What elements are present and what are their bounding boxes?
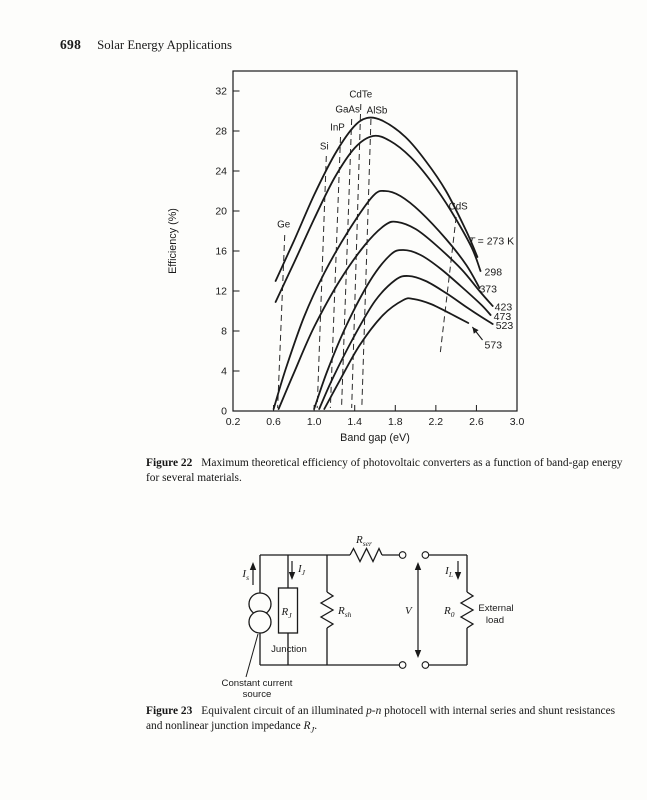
figure23-caption-label: Figure 23	[146, 705, 193, 717]
figure23-caption-text: Equivalent circuit of an illuminated	[201, 705, 367, 717]
figure22-chart: 0.2 0.6 1.0 1.4 1.8 2.2 2.6 3.0 0 4 8 12 16 20 24 28 32 B…	[167, 70, 525, 444]
curve-label-423-k: 423	[495, 302, 513, 314]
material-label-si: Si	[320, 142, 329, 153]
resistor-shunt	[319, 591, 335, 629]
figure23-caption-text2: photocell with internal series and shunt…	[146, 705, 616, 732]
material-line-alsb	[361, 118, 372, 409]
material-label-inp: InP	[330, 123, 345, 134]
label-constant-current: Constant current	[222, 678, 293, 689]
label-v: V	[405, 605, 413, 617]
material-label-cds: CdS	[449, 202, 469, 213]
current-source-circle-bottom	[248, 610, 272, 634]
label-ij: IJ	[297, 563, 306, 577]
x-tick-label-1.4: 1.4	[347, 416, 362, 428]
material-label-alsb: AlSb	[367, 106, 388, 117]
material-line-si	[316, 155, 327, 409]
curve-523-k	[318, 275, 494, 410]
y-tick-label-12: 12	[215, 286, 227, 298]
curve-273-k	[274, 116, 479, 282]
resistor-external-load	[459, 591, 475, 629]
current-arrow-il	[454, 561, 462, 580]
label-il: IL	[444, 565, 453, 579]
y-tick-label-28: 28	[215, 126, 227, 138]
curve-423-k	[277, 220, 494, 410]
label-junction: Junction	[271, 644, 307, 655]
material-label-cdte: CdTe	[349, 90, 372, 101]
page-header: 698 Solar Energy Applications	[60, 36, 232, 54]
figure23-circuit: Is IJ RJ Junction Rsh Rser V IL R0 Exter…	[222, 534, 514, 700]
curve-label-arrowhead-573-k	[472, 327, 479, 334]
material-line-gaas	[341, 118, 353, 409]
plot-frame	[232, 70, 518, 412]
y-axis-title: Efficiency (%)	[167, 208, 179, 274]
x-tick-label-2.2: 2.2	[429, 416, 444, 428]
y-tick-label-4: 4	[221, 366, 227, 378]
curve-573-k	[323, 297, 470, 410]
voltage-arrow	[414, 562, 422, 658]
curve-label-473-k: 473	[494, 311, 512, 323]
curve-label-523-k: 523	[496, 320, 514, 332]
terminal-top-left	[398, 551, 407, 559]
figure23-caption: Figure 23 Equivalent circuit of an illumi…	[146, 704, 624, 737]
x-axis-title: Band gap (eV)	[340, 432, 410, 444]
curve-473-k	[313, 249, 492, 410]
figure23-caption-rj-base: R	[303, 719, 311, 732]
figure23-caption-pn: p-n	[366, 705, 382, 717]
current-arrow-ij	[288, 561, 296, 580]
curve-373-k	[272, 189, 481, 410]
curve-label-298-k: 298	[485, 267, 503, 279]
x-tick-label-1.8: 1.8	[388, 416, 403, 428]
x-tick-label-1: 1.0	[307, 416, 322, 428]
label-load: load	[486, 615, 504, 626]
curve-label-273-k: T = 273 K	[468, 236, 514, 248]
terminal-top-right	[421, 551, 430, 559]
curve-label-373-k: 373	[479, 284, 497, 296]
y-tick-label-16: 16	[215, 246, 227, 258]
x-tick-label-0.6: 0.6	[266, 416, 281, 428]
y-tick-label-20: 20	[215, 206, 227, 218]
y-tick-label-0: 0	[221, 406, 227, 418]
figure23-caption-rj-sub: J	[310, 724, 315, 735]
figure22-caption: Figure 22 Maximum theoretical efficiency …	[146, 456, 624, 486]
material-line-inp	[329, 136, 342, 409]
material-label-gaas: GaAs	[335, 105, 360, 116]
figure23-caption-period: .	[314, 719, 318, 732]
x-tick-label-0.2: 0.2	[226, 416, 241, 428]
curve-298-k	[274, 134, 482, 303]
junction-impedance-box	[277, 587, 299, 634]
material-line-ge	[277, 234, 286, 409]
label-rj: RJ	[281, 606, 293, 620]
figure22-caption-label: Figure 22	[146, 457, 193, 469]
material-line-cds	[439, 216, 457, 357]
label-r0: R0	[443, 605, 455, 619]
page-number: 698	[60, 37, 82, 52]
resistor-series	[349, 546, 383, 564]
label-is: Is	[241, 568, 249, 582]
figure22-caption-text: Maximum theoretical efficiency of photov…	[146, 457, 623, 484]
y-tick-label-24: 24	[215, 166, 227, 178]
label-rsh: Rsh	[337, 605, 352, 619]
x-tick-label-2.6: 2.6	[469, 416, 484, 428]
running-title: Solar Energy Applications	[97, 38, 232, 52]
terminal-bottom-left	[398, 661, 407, 669]
label-external: External	[478, 603, 513, 614]
label-source: source	[243, 689, 272, 700]
y-tick-label-32: 32	[215, 86, 227, 98]
x-tick-label-3: 3.0	[510, 416, 525, 428]
terminal-bottom-right	[421, 661, 430, 669]
current-arrow-is	[249, 562, 257, 585]
material-label-ge: Ge	[277, 220, 291, 231]
label-rser: Rser	[355, 534, 372, 548]
source-leader-line	[245, 633, 259, 678]
y-tick-label-8: 8	[221, 326, 227, 338]
curve-label-573-k: 573	[485, 340, 503, 352]
